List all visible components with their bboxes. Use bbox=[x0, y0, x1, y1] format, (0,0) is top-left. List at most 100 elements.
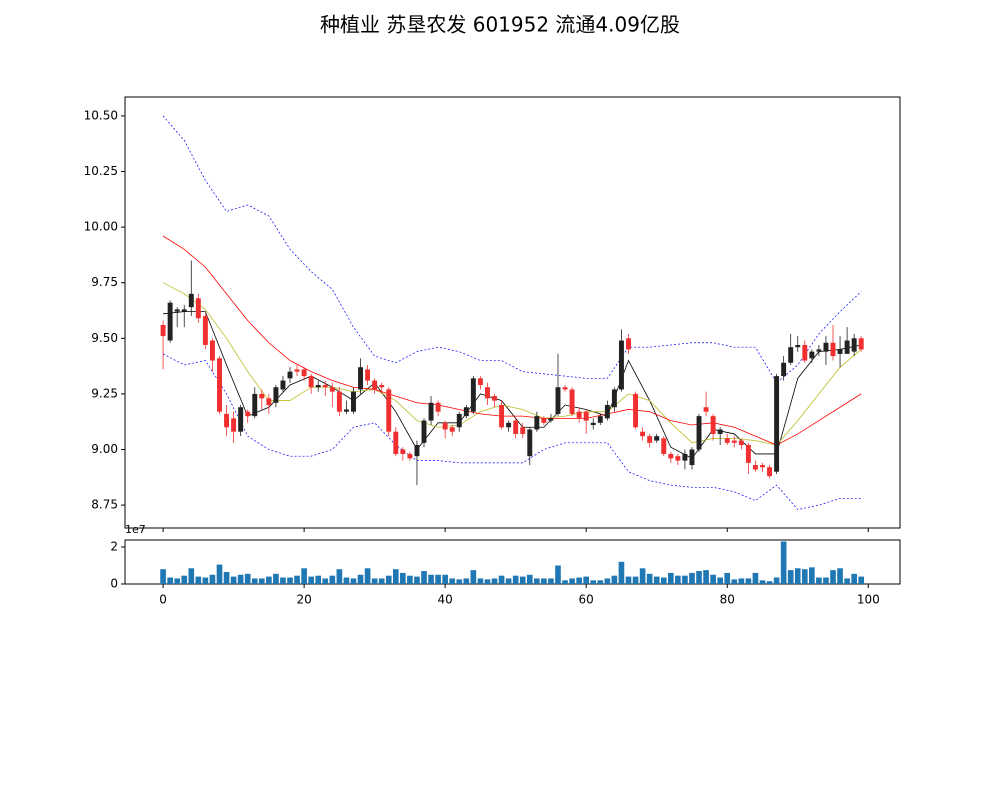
candle-body bbox=[414, 445, 420, 457]
candle-body bbox=[181, 309, 187, 312]
volume-bar bbox=[273, 573, 279, 584]
candle-body bbox=[358, 367, 364, 390]
volume-bar bbox=[534, 578, 540, 584]
volume-bar bbox=[463, 578, 470, 584]
volume-bar bbox=[230, 576, 237, 584]
candle-body bbox=[470, 378, 476, 412]
volume-bar bbox=[519, 576, 526, 584]
volume-bar bbox=[266, 576, 272, 584]
volume-bar bbox=[470, 570, 477, 584]
y-tick-label: 9.50 bbox=[91, 331, 118, 345]
candle-body bbox=[696, 416, 702, 450]
candle-body bbox=[209, 340, 215, 361]
x-tick-label: 0 bbox=[159, 593, 167, 607]
candle-body bbox=[760, 465, 765, 468]
volume-bar bbox=[717, 577, 723, 584]
volume-bar bbox=[801, 569, 808, 584]
candle-body bbox=[611, 389, 617, 408]
candle-body bbox=[618, 340, 624, 390]
volume-bar bbox=[498, 575, 505, 584]
volume-bar bbox=[181, 575, 188, 584]
volume-bar bbox=[209, 574, 216, 584]
x-tick-label: 20 bbox=[296, 593, 311, 607]
candle-body bbox=[217, 358, 222, 412]
volume-bar bbox=[660, 577, 667, 584]
candle-body bbox=[527, 429, 533, 457]
candle-body bbox=[745, 445, 751, 463]
candle-body bbox=[626, 338, 631, 350]
candle-body bbox=[294, 369, 300, 372]
volume-bar bbox=[745, 578, 752, 584]
volume-bar bbox=[223, 571, 230, 584]
candle-body bbox=[301, 369, 307, 377]
volume-bar bbox=[710, 574, 716, 584]
volume-bar bbox=[851, 573, 857, 584]
volume-bar bbox=[449, 578, 456, 584]
candle-body bbox=[343, 409, 349, 412]
candle-body bbox=[633, 393, 639, 428]
volume-bar bbox=[555, 565, 561, 584]
x-tick-label: 60 bbox=[579, 593, 594, 607]
candle-body bbox=[767, 467, 773, 477]
candle-body bbox=[329, 387, 335, 392]
candle-body bbox=[506, 422, 512, 428]
candle-body bbox=[802, 344, 808, 361]
chart-title: 种植业 苏垦农发 601952 流通4.09亿股 bbox=[320, 13, 680, 37]
volume-bar bbox=[202, 577, 209, 584]
volume-bar bbox=[682, 575, 688, 584]
volume-bar bbox=[216, 564, 223, 584]
candle-body bbox=[703, 407, 709, 412]
volume-bar bbox=[512, 575, 519, 584]
candle-body bbox=[830, 342, 836, 357]
candle-body bbox=[499, 405, 505, 428]
candle-body bbox=[562, 387, 568, 390]
candle-body bbox=[308, 376, 314, 388]
volume-bar bbox=[823, 577, 829, 584]
candle-body bbox=[604, 405, 610, 419]
y-tick-label: 9.00 bbox=[91, 442, 118, 456]
candle-body bbox=[273, 387, 279, 403]
candle-body bbox=[795, 344, 801, 348]
volume-bar bbox=[675, 575, 681, 584]
volume-bar bbox=[407, 575, 413, 584]
candle-body bbox=[731, 440, 737, 443]
indicator-line bbox=[162, 353, 862, 510]
volume-bar bbox=[639, 568, 646, 584]
volume-bar bbox=[322, 578, 329, 584]
candle-body bbox=[245, 411, 251, 417]
candle-body bbox=[315, 385, 321, 388]
volume-bar bbox=[336, 569, 343, 584]
volume-frame bbox=[124, 539, 901, 585]
volume-bar bbox=[301, 568, 307, 584]
candle-body bbox=[407, 453, 413, 459]
volume-bar bbox=[435, 574, 441, 584]
candle-body bbox=[167, 302, 173, 341]
x-tick-label: 80 bbox=[720, 593, 735, 607]
candle-body bbox=[442, 422, 448, 430]
volume-bar bbox=[646, 573, 653, 584]
volume-bar bbox=[787, 570, 794, 584]
volume-bar bbox=[759, 580, 766, 584]
candle-body bbox=[463, 407, 469, 417]
volume-bar bbox=[569, 578, 575, 584]
volume-bar bbox=[611, 575, 618, 584]
y-tick-label: 10.00 bbox=[84, 220, 118, 234]
candle-body bbox=[174, 309, 180, 312]
indicator-line bbox=[162, 282, 862, 446]
volume-bar bbox=[421, 571, 427, 584]
volume-bar bbox=[632, 576, 639, 584]
candle-body bbox=[231, 418, 237, 432]
candle-body bbox=[717, 429, 723, 434]
volume-bar bbox=[167, 577, 173, 584]
y-tick-label: 9.25 bbox=[91, 386, 118, 400]
candle-body bbox=[202, 316, 208, 345]
volume-bar bbox=[752, 572, 759, 584]
candle-body bbox=[851, 338, 857, 352]
candle-body bbox=[858, 338, 864, 350]
candle-body bbox=[520, 427, 526, 434]
candle-body bbox=[682, 453, 688, 461]
candle-body bbox=[781, 362, 787, 377]
candle-body bbox=[661, 438, 667, 454]
candle-body bbox=[322, 385, 328, 388]
